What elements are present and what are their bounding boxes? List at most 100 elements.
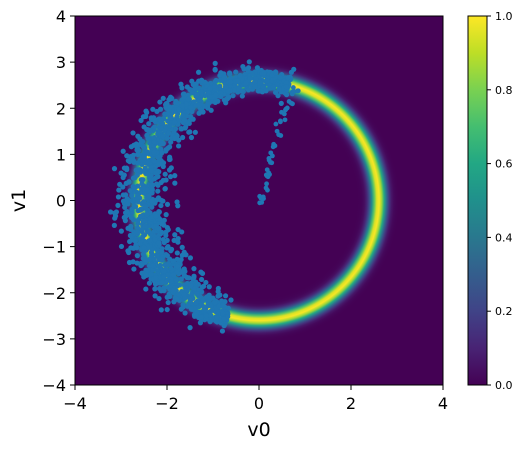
scatter-point: [147, 256, 153, 262]
scatter-point: [207, 312, 214, 318]
scatter-point: [144, 149, 150, 155]
scatter-point: [143, 257, 149, 263]
scatter-point: [158, 221, 165, 227]
scatter-point: [207, 319, 213, 325]
scatter-point: [141, 154, 147, 160]
scatter-point: [132, 238, 138, 244]
scatter-point: [128, 214, 134, 220]
scatter-point: [264, 181, 269, 187]
scatter-point: [160, 163, 166, 170]
scatter-point: [171, 119, 178, 125]
scatter-point: [263, 88, 269, 94]
y-tick-label: 4: [56, 7, 66, 26]
scatter-point: [270, 153, 275, 159]
scatter-point: [135, 218, 141, 224]
scatter-point: [275, 93, 281, 99]
scatter-point: [122, 192, 129, 198]
scatter-point: [214, 314, 220, 320]
scatter-point: [168, 278, 175, 285]
scatter-point: [151, 256, 157, 262]
scatter-point: [154, 197, 160, 203]
scatter-point: [198, 89, 204, 95]
scatter-point: [233, 69, 239, 75]
scatter-point: [174, 256, 180, 262]
scatter-point: [143, 272, 149, 279]
scatter-point: [153, 275, 159, 281]
scatter-point: [174, 114, 180, 120]
scatter-point: [129, 206, 135, 213]
scatter-point: [161, 274, 167, 280]
scatter-point: [180, 302, 186, 308]
scatter-point: [151, 124, 158, 130]
scatter-point: [167, 174, 174, 180]
scatter-point: [188, 283, 194, 289]
scatter-point: [182, 268, 188, 275]
x-tick-label: 4: [438, 394, 448, 413]
scatter-point: [159, 229, 165, 235]
scatter-point: [148, 168, 154, 174]
scatter-point: [126, 259, 133, 266]
scatter-point: [146, 121, 152, 127]
scatter-point: [196, 102, 203, 108]
scatter-point: [160, 133, 166, 140]
x-tick-label: 2: [346, 394, 356, 413]
scatter-point: [243, 80, 249, 86]
colorbar-tick-label: 0.0: [495, 379, 513, 392]
scatter-point: [162, 171, 168, 177]
scatter-point: [222, 298, 228, 305]
scatter-point: [187, 325, 193, 331]
scatter-point: [176, 118, 182, 124]
scatter-point: [153, 213, 159, 219]
scatter-point: [185, 303, 191, 309]
colorbar-tick-label: 0.2: [495, 305, 513, 318]
scatter-point: [152, 293, 158, 299]
scatter-point: [150, 267, 156, 273]
scatter-point: [240, 63, 246, 70]
scatter-point: [193, 300, 199, 306]
scatter-point: [246, 59, 252, 65]
scatter-point: [120, 184, 126, 190]
scatter-point: [168, 115, 174, 121]
scatter-point: [111, 166, 118, 172]
scatter-point: [227, 79, 234, 85]
scatter-point: [136, 147, 142, 154]
scatter-point: [207, 85, 213, 92]
x-tick-label: 0: [254, 394, 264, 413]
scatter-point: [198, 269, 204, 275]
scatter-point: [154, 108, 160, 115]
scatter-point: [107, 209, 114, 215]
scatter-point: [245, 65, 252, 71]
scatter-point: [193, 312, 199, 318]
scatter-point: [173, 277, 179, 283]
scatter-point: [156, 240, 162, 246]
scatter-point: [168, 165, 174, 171]
scatter-point: [158, 202, 164, 209]
scatter-point: [182, 310, 188, 316]
scatter-point: [164, 252, 170, 259]
scatter-point: [152, 286, 158, 292]
scatter-point: [156, 285, 163, 292]
scatter-point: [179, 103, 185, 109]
colorbar-tick-label: 0.4: [495, 231, 513, 244]
scatter-point: [111, 222, 117, 228]
scatter-point: [189, 78, 195, 84]
scatter-point: [197, 97, 203, 103]
scatter-point: [140, 185, 146, 191]
scatter-point: [252, 79, 258, 85]
scatter-point: [218, 70, 224, 76]
scatter-point: [137, 189, 143, 196]
scatter-point: [140, 114, 147, 120]
scatter-point: [147, 140, 153, 146]
scatter-point: [167, 293, 173, 300]
scatter-point: [135, 167, 141, 173]
scatter-point: [221, 97, 228, 103]
scatter-point: [200, 297, 206, 304]
scatter-point: [165, 244, 171, 250]
scatter-point: [124, 208, 130, 215]
scatter-point: [192, 83, 198, 89]
scatter-point: [148, 271, 154, 277]
scatter-point: [144, 109, 150, 116]
scatter-point: [268, 159, 273, 165]
y-tick-label: −4: [42, 376, 66, 395]
scatter-point: [145, 135, 151, 141]
